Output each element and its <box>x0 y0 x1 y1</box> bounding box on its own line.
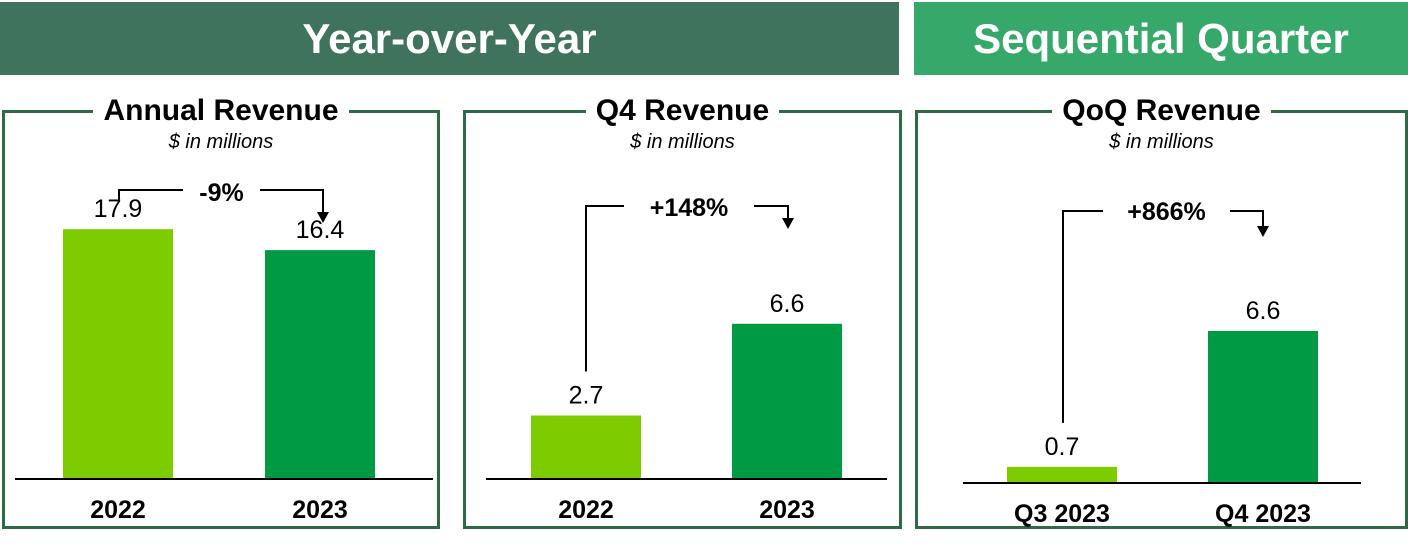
q4-revenue-title: Q4 Revenue <box>585 94 780 127</box>
category-label: Q3 2023 <box>1014 500 1110 528</box>
change-arrow-head <box>1257 226 1269 237</box>
sequential-banner: Sequential Quarter <box>914 2 1408 75</box>
yoy-banner-label: Year-over-Year <box>302 14 597 62</box>
change-bracket-left <box>585 205 624 372</box>
bar-2022 <box>531 415 641 479</box>
category-label: 2023 <box>759 496 815 524</box>
panel-title-wrap: Annual Revenue <box>5 91 437 136</box>
change-bracket-right <box>1230 210 1264 227</box>
annual-revenue-subtitle: $ in millions <box>168 131 274 153</box>
value-label: 0.7 <box>1045 433 1080 461</box>
value-label: 16.4 <box>296 216 345 244</box>
panel-title-wrap: Q4 Revenue <box>466 91 899 136</box>
category-label: 2022 <box>558 496 614 524</box>
bar-2023 <box>265 250 375 479</box>
yoy-banner: Year-over-Year <box>0 2 899 75</box>
bar-q3-2023 <box>1007 466 1117 483</box>
value-label: 6.6 <box>770 290 805 318</box>
change-bracket-left <box>1062 210 1103 423</box>
annual-revenue-panel: Annual Revenue $ in millions 17.9 2022 16.… <box>2 94 440 529</box>
value-label: 2.7 <box>569 382 604 410</box>
value-label: 6.6 <box>1246 297 1281 325</box>
category-label: 2023 <box>292 496 348 524</box>
change-arrow-head <box>782 218 794 229</box>
annual-revenue-title: Annual Revenue <box>93 94 349 127</box>
change-percent-label: +866% <box>1127 198 1206 226</box>
panel-title-wrap: QoQ Revenue <box>918 91 1405 136</box>
sequential-banner-label: Sequential Quarter <box>973 14 1349 62</box>
qoq-revenue-title: QoQ Revenue <box>1052 94 1271 127</box>
change-bracket-right <box>260 189 324 213</box>
change-arrow-head <box>317 212 329 223</box>
change-percent-label: +148% <box>650 194 729 222</box>
change-bracket-right <box>754 205 789 219</box>
qoq-revenue-subtitle: $ in millions <box>1109 131 1214 153</box>
change-bracket-left <box>118 189 183 202</box>
category-label: Q4 2023 <box>1215 500 1311 528</box>
q4-revenue-subtitle: $ in millions <box>630 131 735 153</box>
q4-revenue-chart: 2.7 2022 6.6 2023 +148% <box>486 194 887 524</box>
category-label: 2022 <box>90 496 146 524</box>
bar-q4-2023 <box>1208 330 1318 483</box>
qoq-revenue-panel: QoQ Revenue $ in millions 0.7 Q3 2023 6.6 Q… <box>915 94 1408 529</box>
qoq-revenue-chart: 0.7 Q3 2023 6.6 Q4 2023 +866% <box>963 198 1361 528</box>
q4-revenue-panel: Q4 Revenue $ in millions 2.7 2022 6.6 2023 +… <box>463 94 902 529</box>
change-percent-label: -9% <box>199 179 243 207</box>
bar-2023 <box>732 323 842 479</box>
bar-2022 <box>63 229 173 479</box>
